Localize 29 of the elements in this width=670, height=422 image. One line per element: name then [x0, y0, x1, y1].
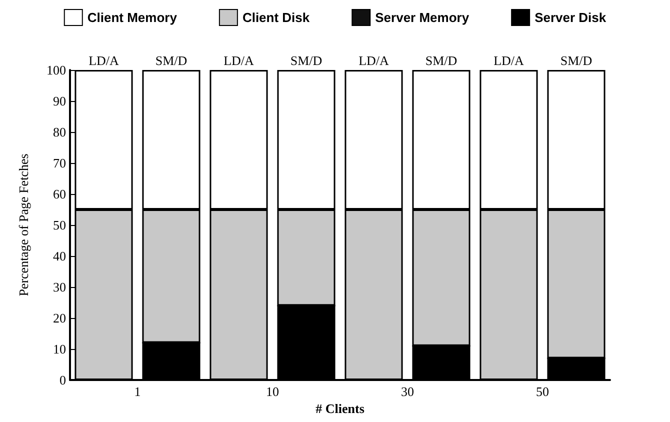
y-tick-label: 30: [53, 280, 66, 294]
y-axis-title: Percentage of Page Fetches: [16, 154, 31, 296]
y-tick-label: 60: [53, 186, 66, 202]
legend-label: Client Disk: [242, 10, 310, 25]
x-tick-label: SM/D: [290, 53, 322, 68]
y-tick-label: 50: [53, 218, 66, 232]
text: 10: [266, 384, 279, 399]
legend-label: Server Memory: [375, 10, 470, 25]
x-tick-label: LD/A: [358, 53, 390, 68]
x-tick-label: SM/D: [155, 53, 188, 68]
x-tick-label: SM/D: [560, 53, 592, 68]
y-tick-label: 20: [53, 310, 66, 326]
y-tick-label: 90: [53, 94, 66, 108]
text: 50: [536, 384, 549, 399]
x-axis-title: # Clients: [316, 401, 364, 416]
y-tick-label: 100: [46, 62, 66, 78]
y-tick-label: 80: [53, 124, 66, 140]
y-tick-label: 0: [60, 372, 66, 388]
x-tick-label: SM/D: [425, 53, 458, 68]
text: 30: [401, 384, 414, 399]
y-tick-label: 40: [53, 248, 66, 264]
x-tick-label: LD/A: [88, 53, 120, 68]
y-tick-label: 70: [53, 156, 66, 170]
legend-label: Server Disk: [534, 10, 607, 25]
text: 1: [134, 384, 141, 399]
y-tick-label: 10: [53, 342, 66, 356]
x-tick-label: LD/A: [224, 53, 255, 68]
x-tick-label: LD/A: [494, 53, 525, 68]
legend-label: Client Memory: [87, 10, 178, 25]
